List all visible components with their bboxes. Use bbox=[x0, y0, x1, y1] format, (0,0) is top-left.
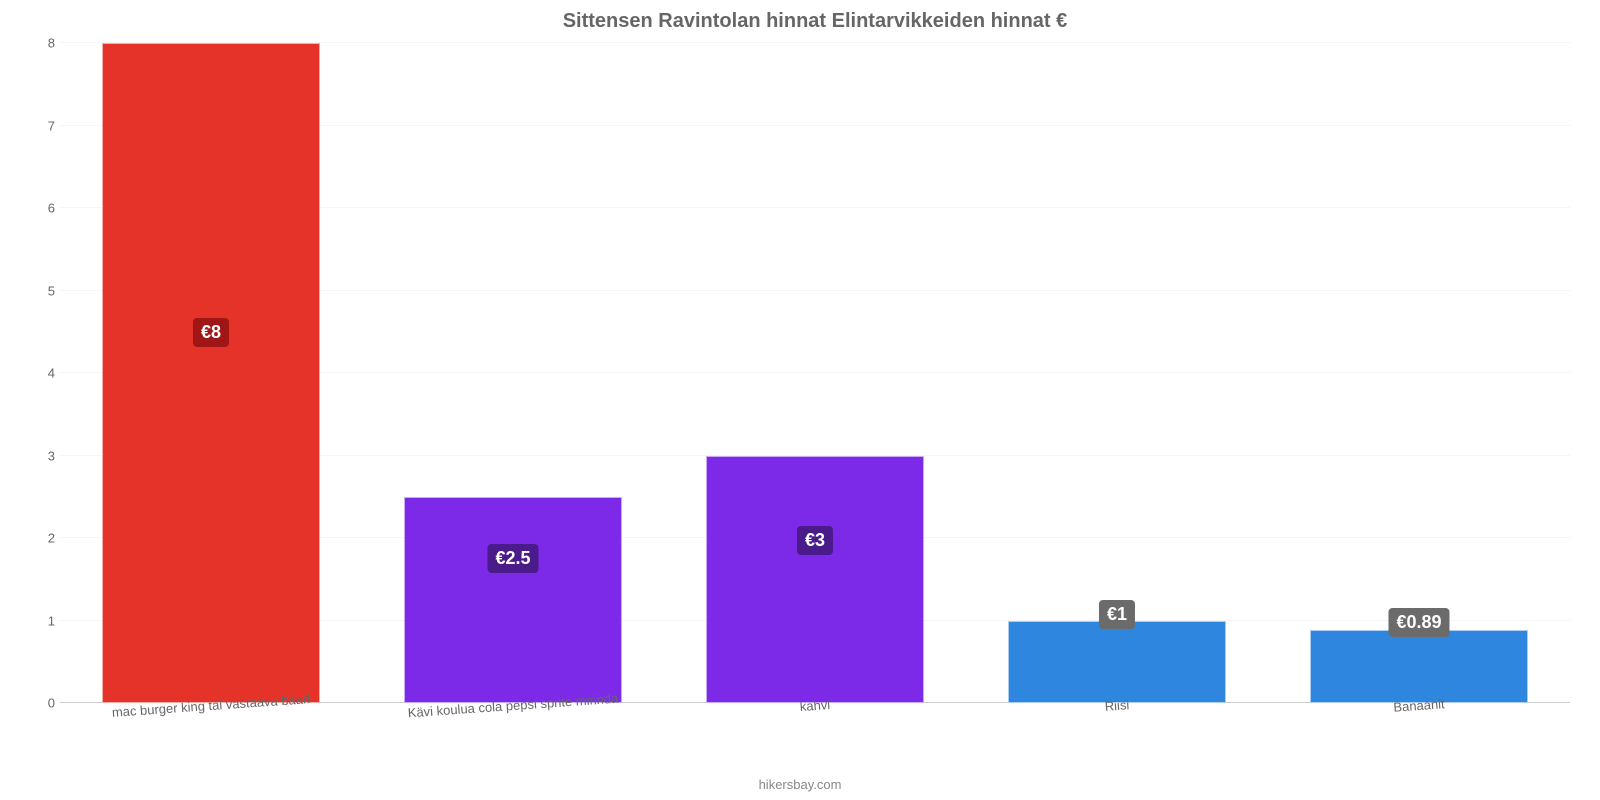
x-axis-labels: mac burger king tai vastaava baariKävi k… bbox=[60, 698, 1570, 713]
y-tick: 4 bbox=[20, 366, 55, 381]
y-tick: 5 bbox=[20, 283, 55, 298]
bar bbox=[1008, 621, 1225, 704]
bar-value-label: €0.89 bbox=[1388, 608, 1449, 637]
y-tick: 7 bbox=[20, 118, 55, 133]
bar-value-label: €1 bbox=[1099, 600, 1135, 629]
bar-group: €8 bbox=[60, 43, 362, 703]
y-tick: 0 bbox=[20, 696, 55, 711]
bar-value-label: €3 bbox=[797, 526, 833, 555]
bar-value-label: €2.5 bbox=[487, 544, 538, 573]
bar bbox=[706, 456, 923, 704]
bar bbox=[102, 43, 319, 703]
y-tick: 1 bbox=[20, 613, 55, 628]
y-tick: 2 bbox=[20, 531, 55, 546]
y-axis: 012345678 bbox=[20, 43, 55, 703]
bars-area: €8 €2.5 €3 €1 €0.89 bbox=[60, 43, 1570, 703]
bar-group: €0.89 bbox=[1268, 43, 1570, 703]
credits: hikersbay.com bbox=[759, 777, 842, 792]
chart-container: Sittensen Ravintolan hinnat Elintarvikke… bbox=[0, 0, 1600, 800]
bar-group: €3 bbox=[664, 43, 966, 703]
bar bbox=[404, 497, 621, 703]
y-tick: 3 bbox=[20, 448, 55, 463]
plot-area: 012345678 €8€2.5€3€1€0.89 mac burger kin… bbox=[60, 43, 1570, 703]
y-tick: 8 bbox=[20, 36, 55, 51]
bar-group: €2.5 bbox=[362, 43, 664, 703]
bar-group: €1 bbox=[966, 43, 1268, 703]
bar-value-label: €8 bbox=[193, 318, 229, 347]
y-tick: 6 bbox=[20, 201, 55, 216]
chart-title: Sittensen Ravintolan hinnat Elintarvikke… bbox=[60, 10, 1570, 33]
